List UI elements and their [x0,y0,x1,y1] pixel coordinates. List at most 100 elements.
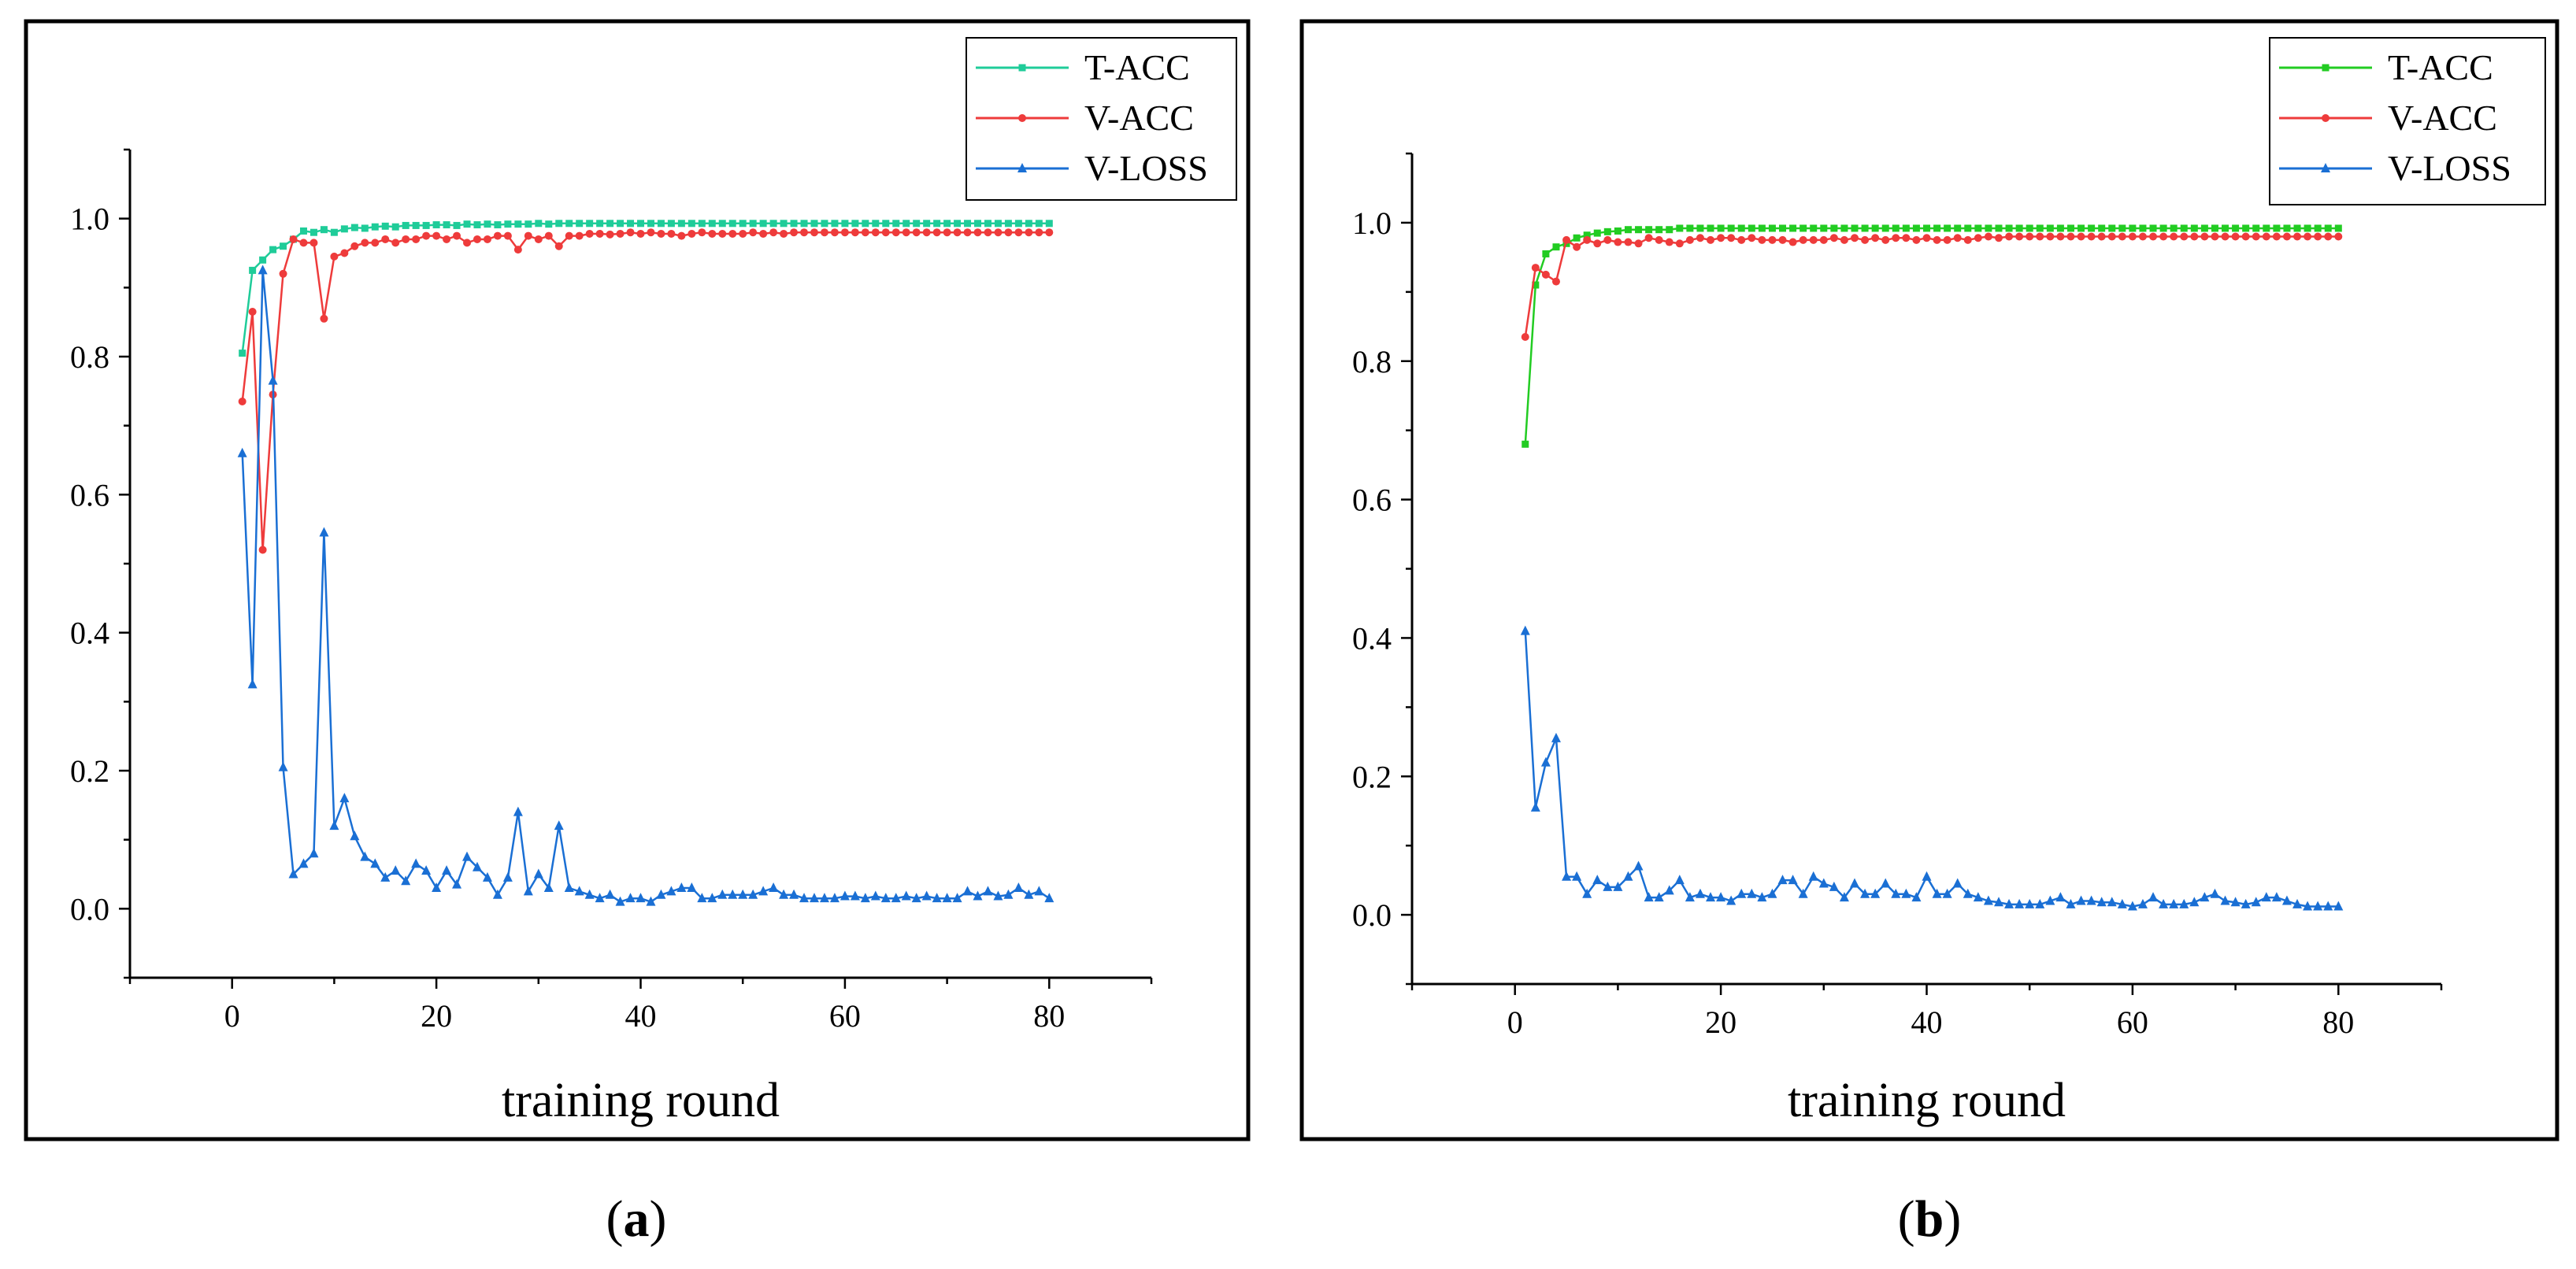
data-point-v-acc [2087,232,2096,241]
data-point-v-loss [442,865,452,875]
data-point-v-loss [380,871,391,882]
data-point-v-loss [2137,898,2148,908]
data-point-t-acc [504,220,512,228]
data-point-v-acc [1551,277,1560,286]
data-point-v-loss [809,893,819,903]
data-point-v-acc [2282,232,2291,241]
legend-label-t-acc: T-ACC [2388,47,2493,87]
data-point-v-loss [1644,892,1654,902]
data-point-t-acc [2190,224,2198,232]
data-point-v-loss [2179,898,2189,908]
data-point-v-loss [2220,895,2230,905]
data-point-v-acc [534,235,543,243]
data-point-v-acc [2026,232,2034,241]
data-point-t-acc [903,220,910,228]
data-point-v-acc [503,231,512,240]
data-point-v-acc [1861,235,1870,244]
data-point-v-acc [595,229,604,238]
data-point-t-acc [1748,224,1755,232]
data-point-v-acc [412,235,421,243]
data-point-t-acc [1655,226,1663,234]
data-point-v-acc [1727,234,1736,242]
data-point-v-loss [411,858,421,868]
data-point-v-acc [340,249,349,257]
data-point-t-acc [259,256,267,264]
data-point-v-loss [983,886,993,896]
data-point-v-loss [2313,901,2323,911]
data-point-t-acc [728,220,736,228]
data-point-v-loss [2045,895,2055,905]
data-point-v-loss [625,893,636,903]
data-point-v-acc [2231,232,2240,241]
data-point-t-acc [535,220,543,228]
data-point-v-acc [2149,232,2158,241]
data-point-v-acc [1014,228,1023,237]
data-point-t-acc [2139,224,2147,232]
data-point-v-loss [993,890,1003,901]
data-point-v-acc [2097,232,2106,241]
data-point-v-loss [728,889,738,899]
data-point-v-acc [1851,234,1859,242]
data-point-v-acc [2324,232,2333,241]
data-point-v-loss [2251,897,2261,907]
data-point-v-acc [565,231,573,240]
data-point-v-loss [687,882,697,893]
data-point-v-loss [319,527,329,537]
data-point-v-loss [850,890,860,901]
legend-marker-t-acc [1018,64,1026,72]
data-point-v-acc [2314,232,2322,241]
data-point-v-acc [677,231,686,240]
data-point-v-acc [739,229,747,238]
y-tick-label: 0.0 [70,891,109,927]
legend-marker-v-acc [2322,114,2330,122]
data-point-t-acc [862,220,869,228]
data-point-v-loss [779,889,789,899]
data-point-t-acc [994,220,1002,228]
data-point-v-loss [595,893,605,903]
data-point-t-acc [821,220,828,228]
data-point-v-loss [2025,898,2035,908]
data-point-v-loss [738,889,748,899]
data-point-v-acc [1871,234,1880,242]
data-point-t-acc [1532,281,1540,289]
data-point-v-loss [2159,898,2169,908]
data-point-t-acc [350,224,358,231]
data-point-t-acc [2149,224,2157,232]
data-point-v-loss [2292,898,2303,908]
data-point-t-acc [1789,224,1797,232]
data-point-v-loss [870,890,880,901]
legend-marker-v-loss [1017,163,1027,172]
data-point-v-acc [2304,232,2312,241]
data-point-v-acc [575,231,584,240]
data-point-v-acc [759,229,768,238]
data-point-v-loss [2303,901,2313,911]
data-point-t-acc [759,220,767,228]
data-point-t-acc [361,224,369,232]
data-point-t-acc [1583,231,1591,239]
data-point-t-acc [2232,224,2240,232]
legend-label-v-loss: V-LOSS [2388,148,2511,188]
x-tick-label: 20 [421,998,452,1034]
data-point-v-acc [554,242,563,250]
data-point-t-acc [340,225,348,233]
data-point-t-acc [913,220,921,228]
x-tick-label: 0 [1507,1004,1523,1040]
data-point-v-loss [1922,871,1932,881]
data-point-t-acc [2077,224,2085,232]
data-point-t-acc [1045,220,1053,228]
data-point-v-acc [1583,235,1592,244]
data-point-v-acc [453,231,461,240]
data-point-v-loss [1932,888,1942,898]
data-point-t-acc [1542,250,1550,257]
data-point-t-acc [473,221,481,229]
x-tick-label: 60 [2117,1004,2148,1040]
data-point-v-loss [309,848,319,858]
data-point-v-acc [2046,232,2055,241]
data-point-v-loss [2333,901,2344,911]
data-point-t-acc [1892,224,1900,232]
data-point-v-loss [2271,892,2281,902]
data-point-v-loss [1952,878,1963,888]
data-point-t-acc [2242,224,2250,232]
data-point-v-acc [1665,238,1673,246]
data-point-v-acc [350,242,359,250]
